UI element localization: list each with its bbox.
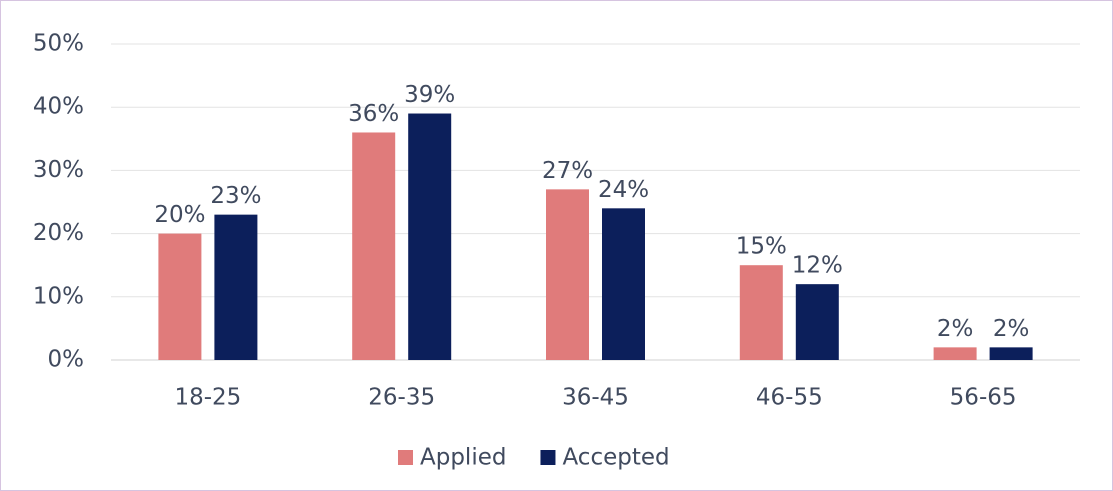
data-label: 39% <box>404 82 455 108</box>
data-label: 36% <box>348 101 399 127</box>
bar <box>546 189 589 360</box>
legend-label: Accepted <box>562 445 669 471</box>
bar <box>408 113 452 361</box>
bar <box>158 233 202 360</box>
bar <box>933 347 977 360</box>
y-tick-label: 50% <box>33 31 84 57</box>
data-label: 24% <box>598 177 649 203</box>
bar <box>352 132 396 360</box>
data-label: 20% <box>154 202 205 228</box>
data-label: 27% <box>542 158 593 184</box>
x-tick-label: 56-65 <box>950 385 1017 411</box>
x-tick-label: 26-35 <box>368 385 435 411</box>
bar <box>739 265 783 360</box>
x-tick-label: 18-25 <box>174 385 241 411</box>
bar <box>214 214 258 360</box>
legend-swatch <box>398 450 413 465</box>
x-tick-label: 46-55 <box>756 385 823 411</box>
bar <box>795 284 839 360</box>
y-tick-label: 0% <box>48 347 85 373</box>
data-label: 23% <box>210 183 261 209</box>
x-tick-label: 36-45 <box>562 385 629 411</box>
data-label: 2% <box>937 316 974 342</box>
data-label: 2% <box>993 316 1030 342</box>
y-tick-label: 40% <box>33 94 84 120</box>
y-tick-label: 30% <box>33 157 84 183</box>
y-tick-label: 10% <box>33 283 84 309</box>
bar <box>602 208 645 360</box>
legend-label: Applied <box>420 445 506 471</box>
data-label: 15% <box>736 234 787 260</box>
bar <box>989 347 1033 360</box>
legend-swatch <box>540 450 556 465</box>
data-label: 12% <box>792 253 843 279</box>
y-tick-label: 20% <box>33 220 84 246</box>
